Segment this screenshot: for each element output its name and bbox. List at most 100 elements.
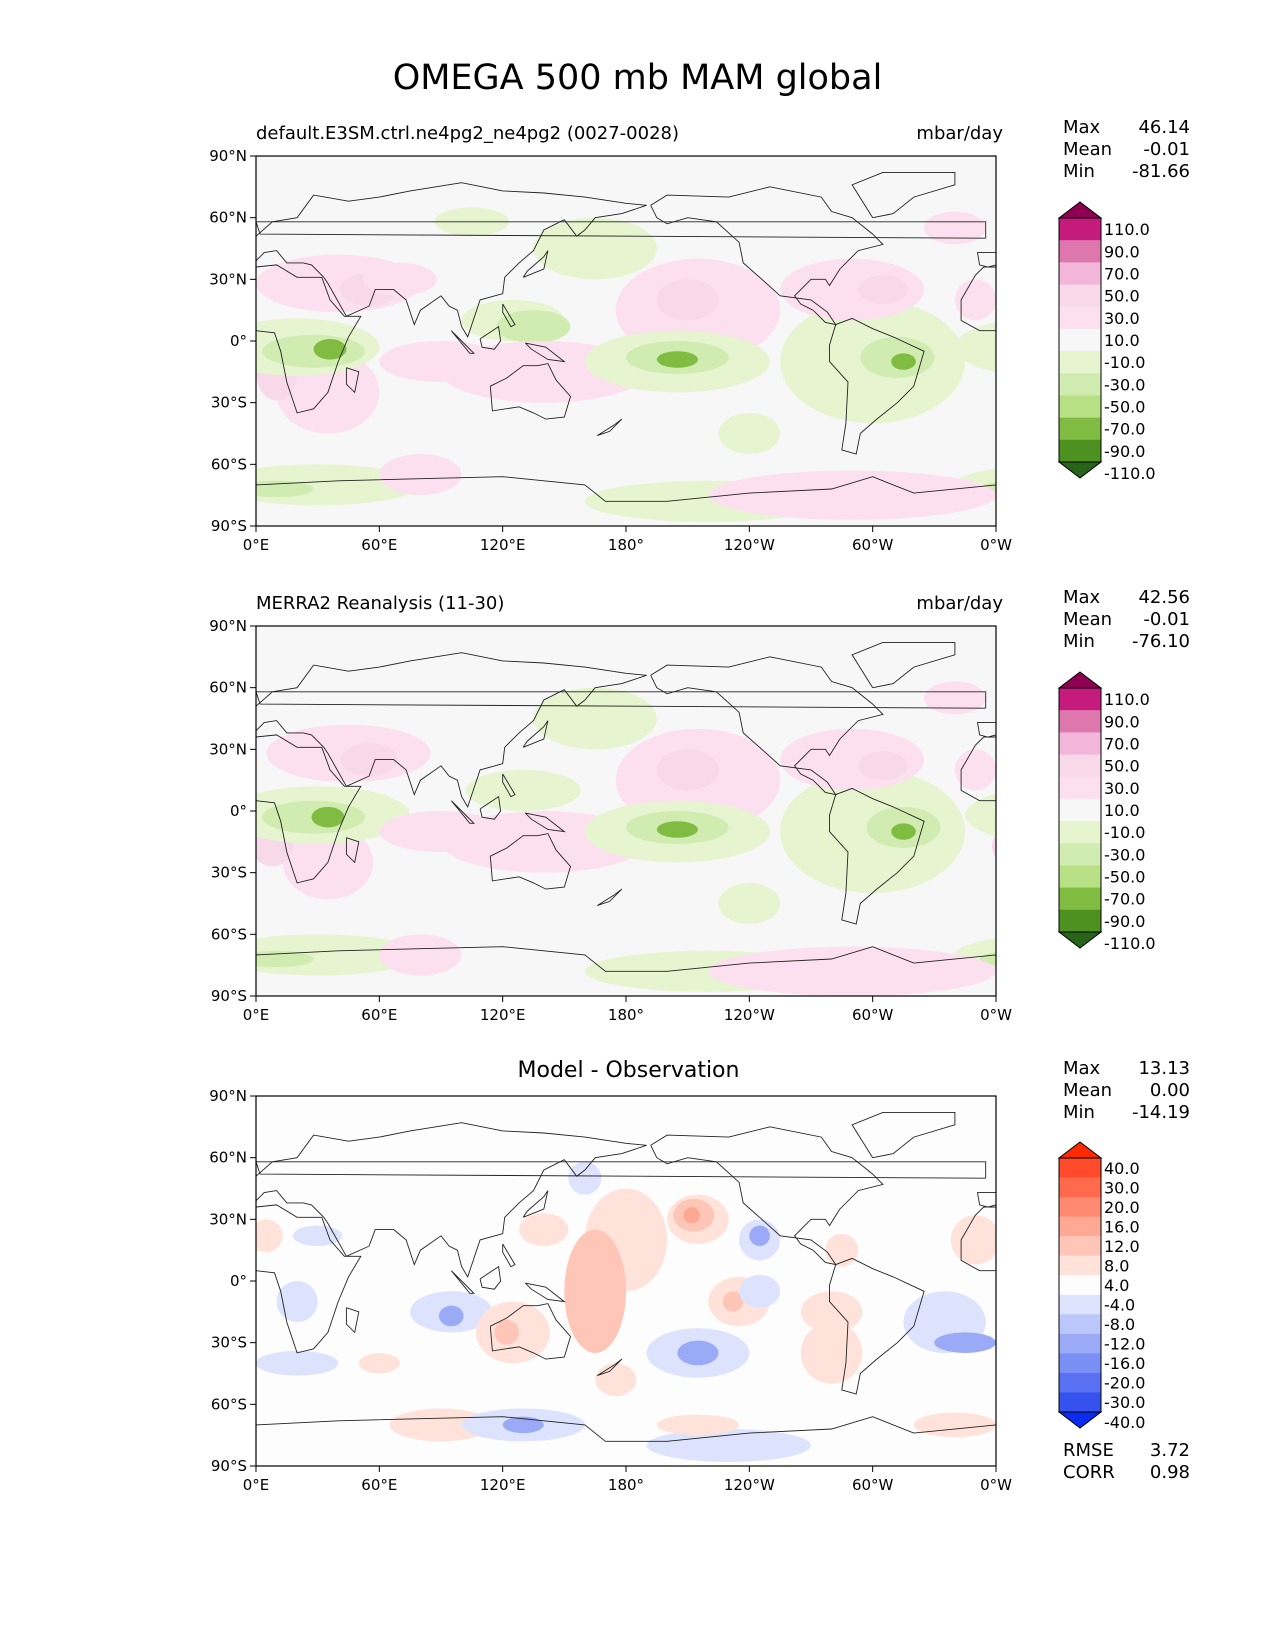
coastline (489, 1303, 572, 1360)
y-tick-label: 30°N (209, 740, 247, 758)
coastline (650, 186, 884, 326)
x-tick-label: 60°E (361, 1476, 397, 1494)
mean-label: Mean (1063, 1080, 1113, 1101)
colorbar-tick-label: 70.0 (1104, 265, 1140, 284)
colorbar-tick-label: -12.0 (1104, 1335, 1145, 1354)
coastline (345, 367, 360, 394)
contour-region (311, 806, 345, 828)
colorbar-tick-label: 20.0 (1104, 1198, 1140, 1217)
coastline (502, 303, 516, 328)
colorbar-segment (1059, 417, 1101, 441)
coastline (851, 641, 956, 689)
colorbar-segment (1059, 218, 1101, 241)
colorbar-extend-bottom (1057, 461, 1103, 479)
coastline (479, 325, 502, 350)
colorbar-tick-label: -70.0 (1104, 420, 1145, 439)
coastline (976, 722, 996, 738)
coastline (522, 720, 549, 748)
x-tick-label: 0°W (980, 536, 1012, 554)
colorbar-tick-label: -70.0 (1104, 890, 1145, 909)
contour-region (496, 310, 571, 344)
rmse-value: 3.72 (1149, 1440, 1190, 1461)
colorbar-segment (1059, 284, 1101, 308)
x-tick-label: 60°W (852, 1006, 894, 1024)
stats-box: Max 46.14 Mean -0.01 Min -81.66 (1063, 117, 1190, 183)
contour-region (262, 334, 365, 368)
colorbar-diff: 40.030.020.016.012.08.04.0-4.0-8.0-12.0-… (1057, 1141, 1145, 1432)
contour-region (825, 1233, 859, 1267)
colorbar-tick-label: -4.0 (1104, 1296, 1135, 1315)
colorbar-frame (1058, 217, 1102, 463)
coastline (650, 1126, 884, 1266)
coastline (960, 1206, 996, 1272)
contour-region (276, 1281, 318, 1323)
x-tick-label: 60°E (361, 1006, 397, 1024)
colorbar-tick-label: 16.0 (1104, 1217, 1140, 1236)
coastline (522, 250, 549, 278)
colorbar-segment (1059, 710, 1101, 733)
contour-region (996, 1351, 1020, 1376)
x-tick-label: 0°W (980, 1006, 1012, 1024)
mean-value: -0.01 (1143, 609, 1190, 630)
colorbar-segment (1059, 1236, 1101, 1257)
contour-region (924, 681, 986, 715)
max-label: Max (1063, 1058, 1101, 1079)
colorbar-segment (1059, 1314, 1101, 1335)
y-tick-label: 0° (230, 802, 247, 820)
contour-region (568, 1161, 602, 1195)
contour-region (362, 262, 437, 296)
contour-region (190, 1413, 256, 1438)
y-tick-label: 60°N (209, 209, 247, 227)
mean-value: -0.01 (1143, 139, 1190, 160)
contour-region (656, 749, 719, 791)
colorbar-tick-label: 110.0 (1104, 220, 1150, 239)
x-tick-label: 60°E (361, 536, 397, 554)
coastline (829, 1257, 925, 1395)
x-tick-label: 120°W (724, 1476, 775, 1494)
contour-region (858, 275, 908, 304)
coastline (256, 221, 987, 239)
map-diff: 0°E 60°E 120°E 180° 120°W 60°W 0°W 90°N 60°N 30°N… (190, 1087, 1020, 1494)
coastline (256, 1161, 987, 1179)
colorbar-segment (1059, 821, 1101, 844)
colorbar-segment (1059, 439, 1101, 463)
x-tick-label: 120°E (480, 1006, 526, 1024)
contour-region (891, 353, 916, 370)
contour-region (465, 769, 581, 811)
contour-region (965, 793, 996, 837)
rmse-label: RMSE (1063, 1440, 1114, 1461)
colorbar-tick-label: 40.0 (1104, 1159, 1140, 1178)
colorbar-segment (1059, 909, 1101, 933)
min-label: Min (1063, 1102, 1095, 1123)
y-tick-label: 60°S (211, 925, 247, 943)
colorbar-frame (1058, 1157, 1102, 1413)
min-value: -14.19 (1131, 1102, 1190, 1123)
colorbar-segment (1059, 240, 1101, 263)
contour-region (190, 337, 194, 378)
contour-region (708, 946, 996, 996)
colorbar-tick-label: -110.0 (1104, 934, 1156, 953)
colorbar-segment (1059, 306, 1101, 330)
y-tick-label: 90°N (209, 1087, 247, 1105)
min-label: Min (1063, 161, 1095, 182)
contour-region (800, 1291, 863, 1333)
contour-region (595, 1363, 637, 1397)
colorbar-extend-top (1057, 201, 1103, 219)
colorbar-tick-label: 70.0 (1104, 735, 1140, 754)
contour-region (533, 687, 657, 750)
x-tick-label: 180° (608, 1006, 644, 1024)
contour-region (722, 1291, 744, 1312)
y-tick-label: 30°S (211, 394, 247, 412)
colorbar-segment (1059, 1177, 1101, 1198)
coastline (851, 171, 956, 219)
stats-box: Max 42.56 Mean -0.01 Min -76.10 (1063, 587, 1190, 653)
contour-region (996, 255, 1020, 313)
colorbar-segment (1059, 1275, 1101, 1296)
colorbar-extend-bottom (1057, 1411, 1103, 1429)
colorbar-tick-label: -30.0 (1104, 375, 1145, 394)
colorbar-segment (1059, 887, 1101, 911)
contour-region (256, 1350, 339, 1376)
colorbar-extend-top (1057, 671, 1103, 689)
y-tick-label: 90°S (211, 987, 247, 1005)
contour-region (708, 470, 996, 520)
